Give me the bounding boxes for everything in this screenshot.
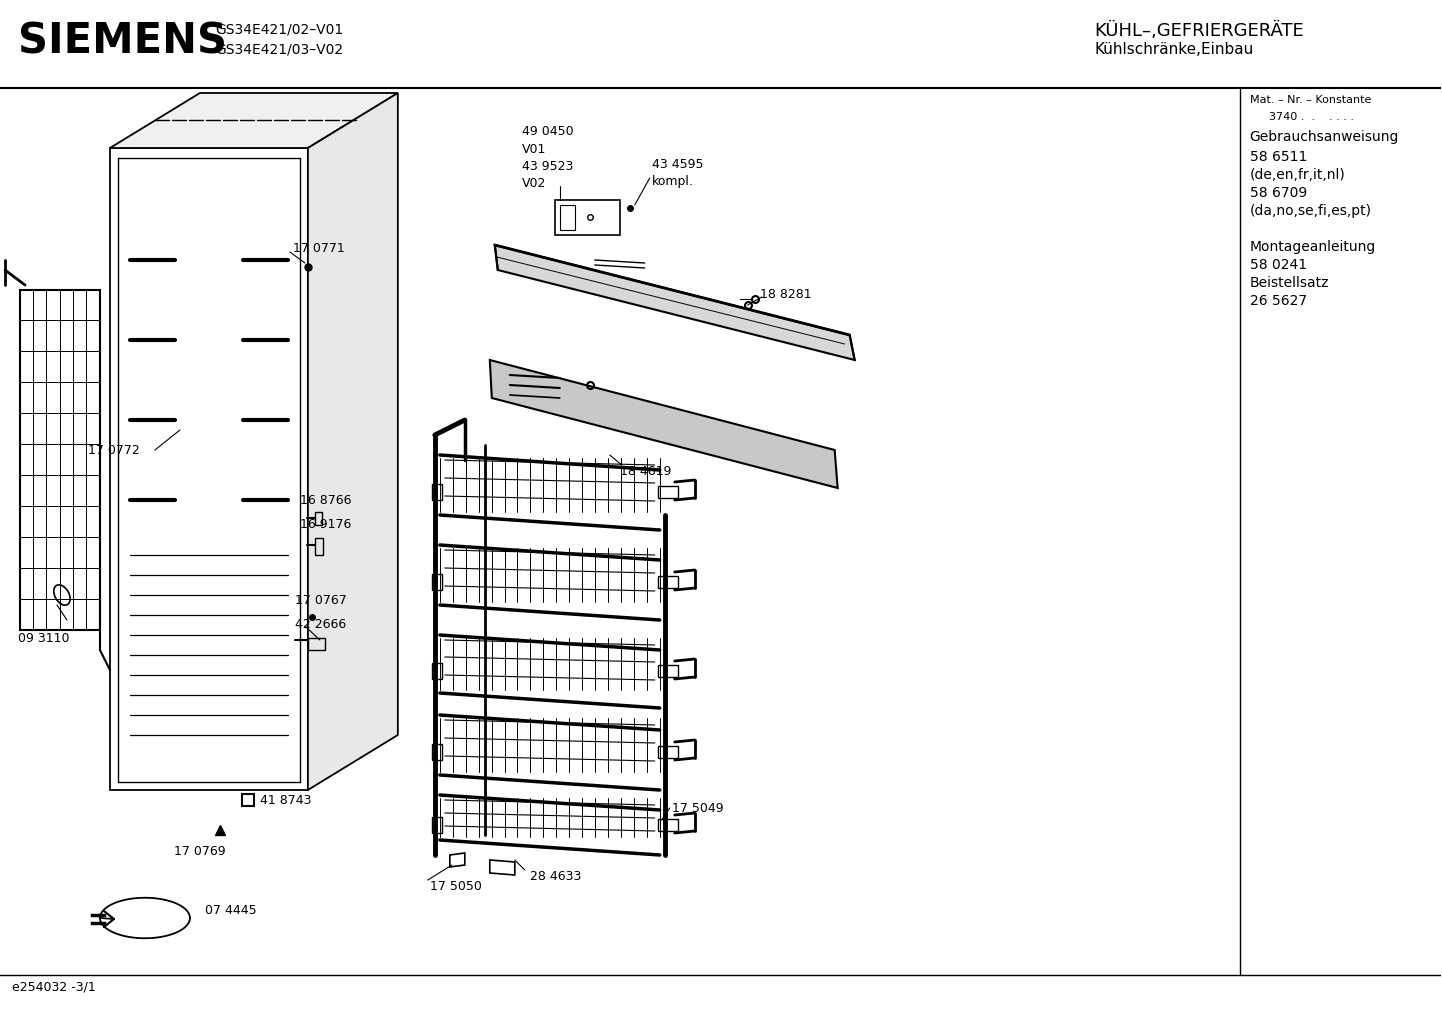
Polygon shape (110, 93, 398, 148)
Text: 41 8743: 41 8743 (260, 794, 311, 806)
Text: 09 3110: 09 3110 (17, 632, 69, 645)
Text: KÜHL–,GEFRIERGERÄTE: KÜHL–,GEFRIERGERÄTE (1094, 22, 1305, 40)
Text: 3740 .  .    . . . .: 3740 . . . . . . (1269, 112, 1354, 122)
Polygon shape (490, 360, 838, 488)
Text: GS34E421/03–V02: GS34E421/03–V02 (215, 42, 343, 56)
Text: (da,no,se,fi,es,pt): (da,no,se,fi,es,pt) (1250, 204, 1371, 218)
Text: Beistellsatz: Beistellsatz (1250, 276, 1330, 290)
Text: 43 9523: 43 9523 (522, 160, 572, 173)
Text: 43 4595: 43 4595 (652, 158, 704, 171)
Text: Kühlschränke,Einbau: Kühlschränke,Einbau (1094, 42, 1253, 57)
Text: 16 8766: 16 8766 (300, 493, 352, 506)
Text: 18 8281: 18 8281 (760, 288, 812, 302)
Text: 16 9176: 16 9176 (300, 519, 352, 532)
Text: SIEMENS: SIEMENS (17, 20, 226, 62)
Polygon shape (495, 245, 855, 360)
Text: Montageanleitung: Montageanleitung (1250, 240, 1376, 254)
Text: 42 2666: 42 2666 (294, 619, 346, 632)
Text: 49 0450: 49 0450 (522, 125, 574, 138)
Text: 17 0772: 17 0772 (88, 443, 140, 457)
Text: 17 5050: 17 5050 (430, 880, 482, 893)
Text: kompl.: kompl. (652, 175, 694, 187)
Text: GS34E421/02–V01: GS34E421/02–V01 (215, 22, 343, 36)
Text: (de,en,fr,it,nl): (de,en,fr,it,nl) (1250, 168, 1345, 182)
Text: Mat. – Nr. – Konstante: Mat. – Nr. – Konstante (1250, 95, 1371, 105)
Text: 18 4619: 18 4619 (620, 465, 671, 478)
Text: Gebrauchsanweisung: Gebrauchsanweisung (1250, 130, 1399, 144)
Text: V02: V02 (522, 177, 547, 190)
Text: 17 0767: 17 0767 (294, 593, 346, 606)
Text: 07 4445: 07 4445 (205, 904, 257, 916)
Text: 17 5049: 17 5049 (672, 802, 724, 814)
Text: 17 0769: 17 0769 (174, 845, 226, 858)
Text: e254032 -3/1: e254032 -3/1 (12, 980, 95, 993)
Text: 58 0241: 58 0241 (1250, 258, 1306, 272)
Text: 58 6511: 58 6511 (1250, 150, 1306, 164)
Text: V01: V01 (522, 143, 547, 156)
Text: 26 5627: 26 5627 (1250, 294, 1306, 308)
Text: 58 6709: 58 6709 (1250, 186, 1306, 200)
Polygon shape (309, 93, 398, 790)
Ellipse shape (53, 585, 71, 605)
Text: 17 0771: 17 0771 (293, 242, 345, 255)
Text: 28 4633: 28 4633 (529, 870, 581, 883)
